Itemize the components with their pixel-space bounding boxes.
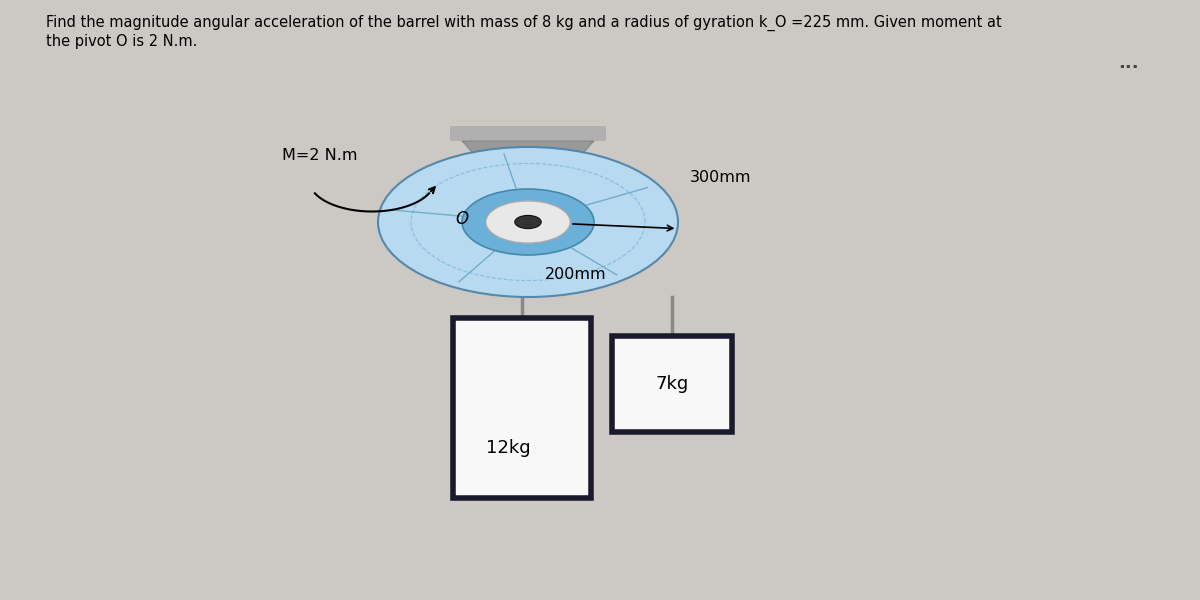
Text: 300mm: 300mm [690, 169, 751, 185]
Text: ...: ... [1117, 54, 1139, 72]
Circle shape [462, 189, 594, 255]
Circle shape [515, 215, 541, 229]
Text: 200mm: 200mm [545, 267, 607, 282]
Text: 7kg: 7kg [655, 375, 689, 393]
Circle shape [378, 147, 678, 297]
Polygon shape [462, 141, 594, 181]
Text: O: O [456, 210, 468, 228]
Text: M=2 N.m: M=2 N.m [282, 148, 358, 163]
Circle shape [486, 201, 570, 243]
Bar [612, 336, 732, 432]
Bar [454, 318, 592, 498]
Text: Find the magnitude angular acceleration of the barrel with mass of 8 kg and a ra: Find the magnitude angular acceleration … [46, 15, 1001, 49]
Bar [450, 126, 606, 141]
Text: 12kg: 12kg [486, 439, 530, 457]
